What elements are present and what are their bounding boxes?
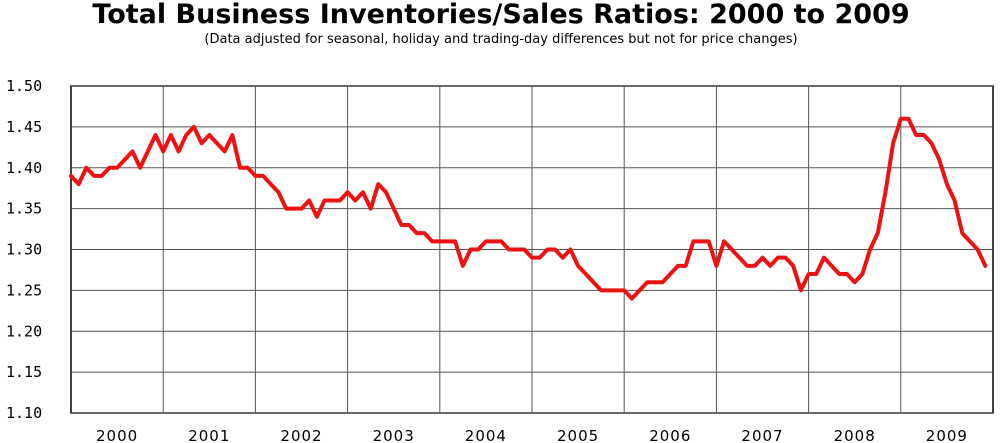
x-tick-label: 2007 [741, 427, 783, 443]
y-tick-label: 1.40 [6, 159, 42, 177]
grid [71, 85, 993, 414]
y-axis-ticks: 1.50 1.45 1.40 1.35 1.30 1.25 1.20 1.15 1.10 [6, 77, 42, 422]
y-tick-label: 1.50 [6, 77, 42, 95]
y-tick-label: 1.10 [6, 404, 42, 422]
x-axis-ticks: 2000 2001 2002 2003 2004 2005 2006 2007 2008 2009 [96, 427, 968, 443]
x-tick-label: 2008 [834, 427, 876, 443]
y-tick-label: 1.45 [6, 118, 42, 136]
x-tick-label: 2009 [926, 427, 968, 443]
series-line [69, 116, 988, 301]
x-tick-label: 2001 [188, 427, 230, 443]
x-tick-label: 2004 [465, 427, 507, 443]
chart-subtitle: (Data adjusted for seasonal, holiday and… [204, 32, 798, 47]
x-tick-label: 2000 [96, 427, 138, 443]
x-tick-label: 2003 [373, 427, 415, 443]
y-tick-label: 1.20 [6, 322, 42, 340]
y-tick-label: 1.35 [6, 200, 42, 218]
y-tick-label: 1.30 [6, 241, 42, 259]
x-tick-label: 2002 [280, 427, 322, 443]
x-tick-label: 2005 [557, 427, 599, 443]
x-tick-label: 2006 [649, 427, 691, 443]
y-tick-label: 1.25 [6, 281, 42, 299]
y-tick-label: 1.15 [6, 363, 42, 381]
series-layer [69, 116, 988, 301]
chart-title: Total Business Inventories/Sales Ratios:… [92, 0, 910, 30]
